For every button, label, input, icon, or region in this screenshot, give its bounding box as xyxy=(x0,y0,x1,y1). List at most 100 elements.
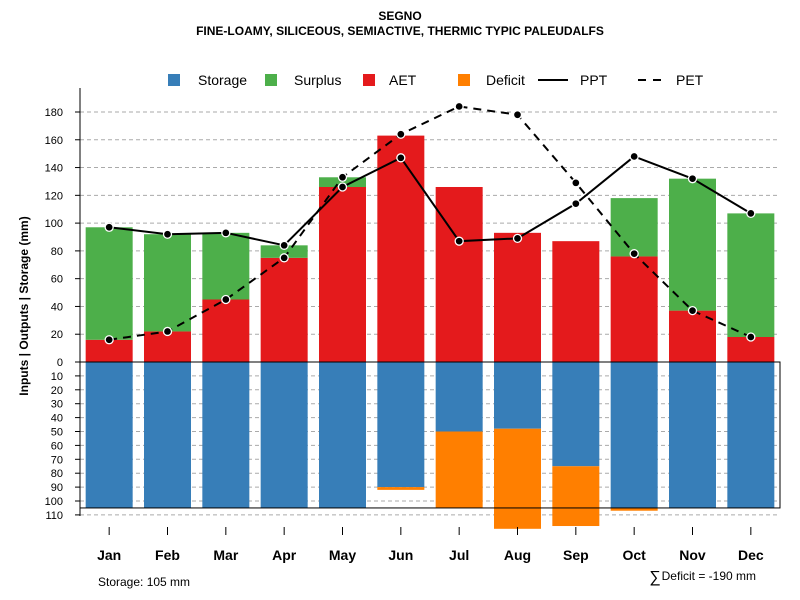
y-tick-label: 100 xyxy=(45,218,63,230)
surplus-bar xyxy=(669,178,716,311)
surplus-bar xyxy=(727,213,775,337)
storage-bar xyxy=(552,362,600,467)
x-tick-label: Apr xyxy=(272,547,297,563)
storage-bar xyxy=(85,362,133,508)
x-tick-label: Aug xyxy=(504,547,531,563)
pet-point xyxy=(337,172,348,182)
y-axis-title: Inputs | Outputs | Storage (mm) xyxy=(17,216,31,395)
surplus-bar xyxy=(319,177,366,187)
surplus-bar xyxy=(85,227,133,340)
aet-bar xyxy=(85,339,133,362)
pet-point xyxy=(162,326,173,337)
x-tick-label: May xyxy=(329,547,356,563)
storage-bar xyxy=(494,362,541,429)
x-tick-label: Sep xyxy=(563,547,589,563)
legend-swatch xyxy=(458,74,470,86)
aet-bar xyxy=(260,257,308,362)
pet-point xyxy=(104,335,114,345)
y-tick-label: 110 xyxy=(45,510,63,522)
ppt-point xyxy=(571,199,581,209)
x-tick-label: Jan xyxy=(97,547,121,563)
ppt-point xyxy=(454,236,464,246)
ppt-point xyxy=(629,151,639,162)
storage-bar xyxy=(260,362,308,508)
x-tick-label: Feb xyxy=(155,547,180,563)
deficit-bar xyxy=(435,431,483,508)
ppt-point xyxy=(279,240,289,250)
y-tick-label: 70 xyxy=(51,454,63,466)
deficit-bar xyxy=(552,466,600,527)
y-tick-label: 180 xyxy=(45,107,63,119)
y-tick-label: 10 xyxy=(51,371,63,383)
deficit-note: Deficit = -190 mm xyxy=(661,569,756,583)
storage-bar xyxy=(144,362,191,508)
storage-bar xyxy=(610,362,658,508)
aet-bar xyxy=(552,241,600,362)
aet-bar xyxy=(435,186,483,362)
pet-point xyxy=(629,249,639,259)
x-tick-label: Oct xyxy=(622,547,646,563)
y-tick-label: 0 xyxy=(57,357,63,369)
pet-point xyxy=(454,101,464,112)
storage-bar xyxy=(377,362,425,488)
aet-bar xyxy=(610,256,658,362)
surplus-bar xyxy=(202,232,250,300)
surplus-bar xyxy=(144,234,191,332)
legend-label: Deficit xyxy=(486,72,525,88)
x-tick-label: Jun xyxy=(388,547,413,563)
pet-point xyxy=(687,305,698,316)
storage-note: Storage: 105 mm xyxy=(98,575,191,589)
ppt-line xyxy=(109,155,752,247)
aet-bar xyxy=(144,331,191,362)
aet-bar xyxy=(319,186,366,362)
chart-subtitle: FINE-LOAMY, SILICEOUS, SEMIACTIVE, THERM… xyxy=(196,24,604,38)
x-tick-label: Nov xyxy=(679,547,706,563)
pet-point xyxy=(279,253,289,263)
y-tick-label: 60 xyxy=(51,274,63,286)
pet-point xyxy=(221,294,231,305)
x-tick-label: Mar xyxy=(213,547,238,563)
chart-title: SEGNO xyxy=(378,9,422,23)
legend-label: PET xyxy=(676,72,704,88)
y-tick-label: 50 xyxy=(51,427,63,439)
y-tick-label: 60 xyxy=(51,440,63,452)
ppt-point xyxy=(104,222,114,232)
legend-swatch xyxy=(363,74,375,86)
storage-bar xyxy=(727,362,775,508)
pet-point xyxy=(396,129,406,139)
y-tick-label: 40 xyxy=(51,413,63,425)
legend-swatch xyxy=(168,74,180,86)
surplus-bar xyxy=(260,245,308,258)
y-tick-label: 120 xyxy=(45,190,63,202)
pet-point xyxy=(571,178,581,188)
storage-bar xyxy=(202,362,250,508)
x-tick-label: Jul xyxy=(449,547,469,563)
y-tick-label: 80 xyxy=(51,468,63,480)
aet-bar xyxy=(202,299,250,362)
legend-label: Surplus xyxy=(294,72,341,88)
deficit-bar xyxy=(377,487,425,490)
storage-bar xyxy=(435,362,483,432)
ppt-point xyxy=(337,182,348,192)
ppt-point xyxy=(687,174,698,184)
y-tick-label: 20 xyxy=(51,385,63,397)
deficit-bar xyxy=(610,507,658,511)
ppt-point xyxy=(221,228,231,238)
legend-label: PPT xyxy=(580,72,608,88)
ppt-point xyxy=(512,233,523,244)
deficit-total: ∑Deficit = -190 mm xyxy=(649,569,756,587)
pet-point xyxy=(746,332,756,342)
deficit-bar xyxy=(494,428,541,529)
legend-swatch xyxy=(265,74,277,86)
y-tick-label: 20 xyxy=(51,329,63,341)
legend-label: AET xyxy=(389,72,417,88)
aet-bar xyxy=(494,232,541,362)
ppt-point xyxy=(396,153,406,163)
surplus-bar xyxy=(610,198,658,257)
legend-label: Storage xyxy=(198,72,247,88)
y-tick-label: 160 xyxy=(45,135,63,147)
y-tick-label: 80 xyxy=(51,246,63,258)
ppt-point xyxy=(746,208,756,219)
y-tick-label: 100 xyxy=(45,496,63,508)
pet-line xyxy=(109,105,752,341)
